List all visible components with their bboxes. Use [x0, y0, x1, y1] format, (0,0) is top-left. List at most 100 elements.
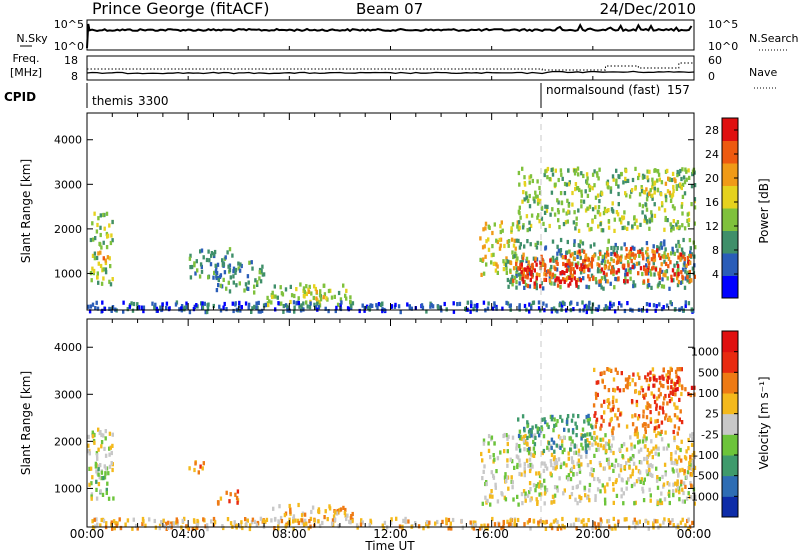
heatmap-cell [595, 447, 598, 452]
heatmap-cell [317, 305, 321, 310]
heatmap-cell [486, 526, 489, 531]
heatmap-cell [349, 516, 353, 521]
heatmap-cell [680, 367, 683, 372]
heatmap-cell [350, 514, 353, 519]
heatmap-cell [93, 256, 97, 261]
heatmap-cell [597, 304, 601, 309]
cpid-label: CPID [4, 90, 36, 104]
heatmap-cell [627, 263, 630, 268]
heatmap-cell [645, 219, 649, 224]
heatmap-cell [664, 198, 668, 203]
heatmap-cell [648, 219, 652, 224]
heatmap-cell [673, 413, 677, 418]
heatmap-cell [682, 254, 685, 259]
heatmap-cell [518, 266, 521, 271]
heatmap-cell [693, 170, 696, 175]
heatmap-cell [658, 206, 661, 211]
heatmap-cell [567, 283, 570, 288]
heatmap-cell [656, 500, 660, 505]
heatmap-cell [264, 302, 267, 307]
heatmap-cell [576, 186, 580, 191]
heatmap-cell [579, 270, 583, 275]
heatmap-cell [521, 166, 524, 171]
heatmap-cell [167, 520, 170, 525]
heatmap-cell [518, 276, 522, 281]
heatmap-cell [526, 269, 529, 274]
time-tick-label: 08:00 [272, 527, 307, 541]
heatmap-cell [670, 278, 673, 283]
heatmap-cell [680, 202, 684, 207]
heatmap-cell [588, 488, 591, 493]
colorbar-swatch [722, 185, 738, 209]
heatmap-cell [109, 264, 112, 269]
heatmap-cell [485, 239, 488, 244]
heatmap-cell [89, 304, 93, 309]
heatmap-cell [524, 282, 528, 288]
heatmap-cell [219, 496, 223, 501]
heatmap-cell [672, 523, 675, 528]
heatmap-cell [258, 267, 262, 273]
heatmap-cell [593, 413, 596, 418]
heatmap-cell [557, 457, 561, 462]
heatmap-cell [654, 419, 657, 424]
heatmap-cell [204, 310, 207, 315]
heatmap-cell [550, 257, 553, 262]
heatmap-cell [541, 417, 544, 422]
time-tick-label: 00:00 [70, 527, 105, 541]
heatmap-cell [174, 302, 178, 307]
heatmap-cell [599, 222, 602, 227]
heatmap-cell [528, 434, 531, 439]
heatmap-cell [642, 409, 645, 414]
heatmap-cell [141, 516, 145, 522]
heatmap-cell [189, 275, 193, 280]
heatmap-cell [577, 172, 580, 177]
heatmap-cell [637, 449, 641, 454]
heatmap-cell [375, 303, 378, 308]
heatmap-cell [97, 464, 101, 469]
heatmap-cell [234, 267, 238, 273]
heatmap-cell [521, 258, 524, 263]
heatmap-cell [634, 413, 637, 418]
heatmap-cell [618, 217, 622, 222]
heatmap-cell [622, 491, 625, 496]
heatmap-cell [659, 255, 662, 261]
heatmap-cell [676, 276, 679, 281]
heatmap-cell [234, 492, 237, 497]
heatmap-cell [681, 251, 685, 256]
heatmap-cell [94, 306, 97, 311]
heatmap-cell [602, 270, 606, 275]
heatmap-cell [685, 272, 689, 278]
heatmap-cell [497, 522, 501, 527]
heatmap-cell [690, 495, 693, 500]
heatmap-cell [136, 526, 139, 531]
heatmap-cell [691, 436, 694, 441]
heatmap-cell [522, 252, 525, 257]
heatmap-cell [351, 511, 354, 517]
heatmap-cell [644, 202, 647, 207]
heatmap-cell [528, 490, 531, 495]
heatmap-cell [675, 222, 678, 227]
heatmap-cell [519, 242, 522, 247]
heatmap-cell [609, 301, 612, 307]
heatmap-cell [199, 262, 203, 267]
heatmap-cell [589, 460, 592, 465]
heatmap-cell [556, 519, 559, 525]
heatmap-cell [629, 255, 632, 260]
heatmap-cell [427, 524, 430, 529]
heatmap-cell [588, 227, 591, 232]
heatmap-cell [588, 441, 591, 446]
heatmap-cell [591, 442, 594, 447]
heatmap-cell [609, 281, 612, 286]
freq-left-tick-hi: 18 [64, 54, 78, 67]
heatmap-cell [605, 272, 608, 277]
heatmap-cell [304, 518, 307, 523]
heatmap-cell [570, 418, 574, 423]
heatmap-cell [509, 279, 512, 284]
heatmap-cell [273, 526, 276, 531]
heatmap-cell [658, 380, 662, 385]
heatmap-cell [511, 485, 514, 490]
heatmap-cell [627, 458, 630, 463]
heatmap-cell [104, 429, 107, 434]
heatmap-cell [277, 301, 280, 306]
heatmap-cell [161, 302, 164, 307]
